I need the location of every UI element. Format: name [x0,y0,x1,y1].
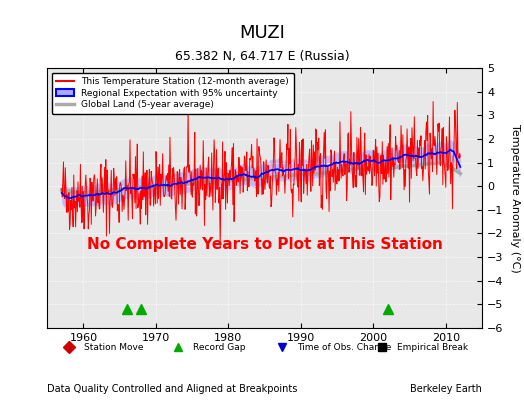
Text: Station Move: Station Move [84,342,144,352]
Text: 65.382 N, 64.717 E (Russia): 65.382 N, 64.717 E (Russia) [174,50,350,63]
Text: Data Quality Controlled and Aligned at Breakpoints: Data Quality Controlled and Aligned at B… [47,384,298,394]
Text: Record Gap: Record Gap [193,342,245,352]
Legend: This Temperature Station (12-month average), Regional Expectation with 95% uncer: This Temperature Station (12-month avera… [52,72,294,114]
Text: Empirical Break: Empirical Break [397,342,468,352]
Y-axis label: Temperature Anomaly (°C): Temperature Anomaly (°C) [510,124,520,272]
Text: Time of Obs. Change: Time of Obs. Change [297,342,391,352]
Text: MUZI: MUZI [239,24,285,42]
Text: No Complete Years to Plot at This Station: No Complete Years to Plot at This Statio… [86,237,443,252]
Text: Berkeley Earth: Berkeley Earth [410,384,482,394]
